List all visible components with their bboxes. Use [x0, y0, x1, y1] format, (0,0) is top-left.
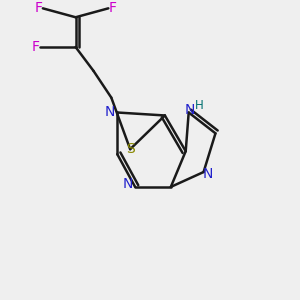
Text: F: F — [32, 40, 39, 54]
Text: N: N — [122, 177, 133, 191]
Text: N: N — [203, 167, 213, 181]
Text: H: H — [195, 99, 203, 112]
Text: N: N — [105, 106, 115, 119]
Text: S: S — [126, 142, 134, 156]
Text: F: F — [34, 1, 42, 15]
Text: F: F — [109, 1, 117, 15]
Text: N: N — [185, 103, 195, 116]
